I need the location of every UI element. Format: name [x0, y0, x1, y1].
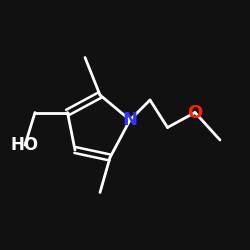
Text: O: O	[188, 104, 202, 122]
Text: N: N	[122, 111, 138, 129]
Text: HO: HO	[11, 136, 39, 154]
